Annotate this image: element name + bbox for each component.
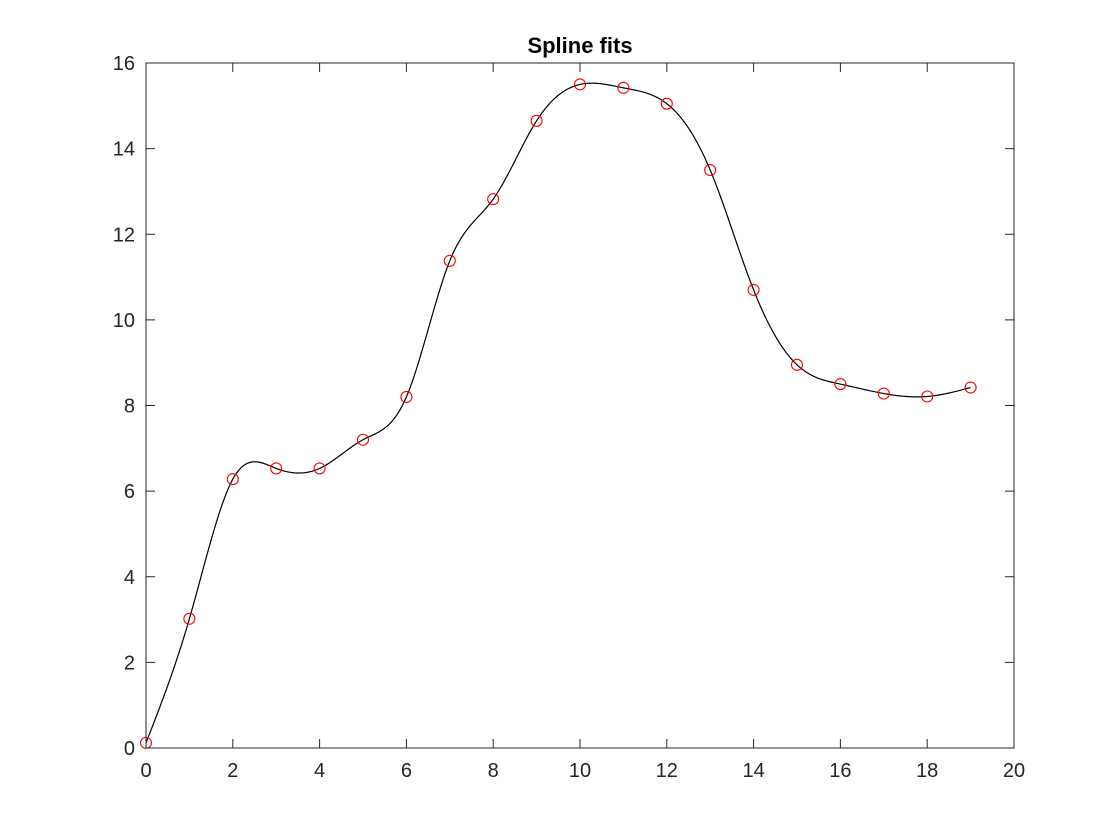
y-tick-label: 10 <box>113 310 135 332</box>
data-point-marker <box>313 462 326 475</box>
tick-layer: 0 2 4 6 8 10 12 14 16 18 20 0 2 4 6 8 10 12 14 16 <box>113 53 1025 782</box>
spline-curve <box>145 82 971 744</box>
y-tick-label: 6 <box>124 481 135 503</box>
plot-area <box>146 63 1014 748</box>
data-point-marker <box>660 97 673 110</box>
data-point-marker <box>834 378 847 391</box>
x-tick-label: 6 <box>401 760 412 782</box>
x-tick-label: 8 <box>488 760 499 782</box>
data-point-marker <box>530 114 543 127</box>
data-point-marker <box>573 78 587 91</box>
data-point-marker <box>400 390 413 403</box>
x-tick-label: 4 <box>314 760 325 782</box>
data-point-marker <box>226 473 239 486</box>
x-tick-label: 10 <box>569 760 591 782</box>
x-tick-label: 20 <box>1003 760 1025 782</box>
x-tick-label: 18 <box>916 760 938 782</box>
data-point-marker <box>704 163 717 177</box>
data-point-marker <box>270 462 283 475</box>
data-point-marker <box>617 81 630 94</box>
data-point-marker <box>443 254 456 267</box>
y-tick-label: 8 <box>124 396 135 418</box>
data-point-marker <box>356 433 370 446</box>
x-tick-label: 0 <box>140 760 151 782</box>
x-tick-label: 12 <box>656 760 678 782</box>
y-tick-label: 14 <box>113 139 135 161</box>
x-tick-label: 2 <box>227 760 238 782</box>
y-tick-label: 4 <box>124 567 135 589</box>
data-point-marker <box>964 381 977 394</box>
x-tick-label: 16 <box>829 760 851 782</box>
data-point-marker <box>877 387 890 400</box>
data-point-marker <box>790 358 804 371</box>
data-point-marker <box>487 193 500 206</box>
data-point-marker <box>921 390 934 403</box>
spline-curve-layer <box>145 82 971 744</box>
chart-title: Spline fits <box>527 33 632 58</box>
data-point-marker <box>183 612 196 625</box>
data-point-marker <box>747 283 760 296</box>
x-tick-label: 14 <box>742 760 764 782</box>
y-tick-label: 12 <box>113 224 135 246</box>
y-tick-label: 0 <box>124 738 135 760</box>
y-tick-label: 2 <box>124 652 135 674</box>
y-tick-label: 16 <box>113 53 135 75</box>
